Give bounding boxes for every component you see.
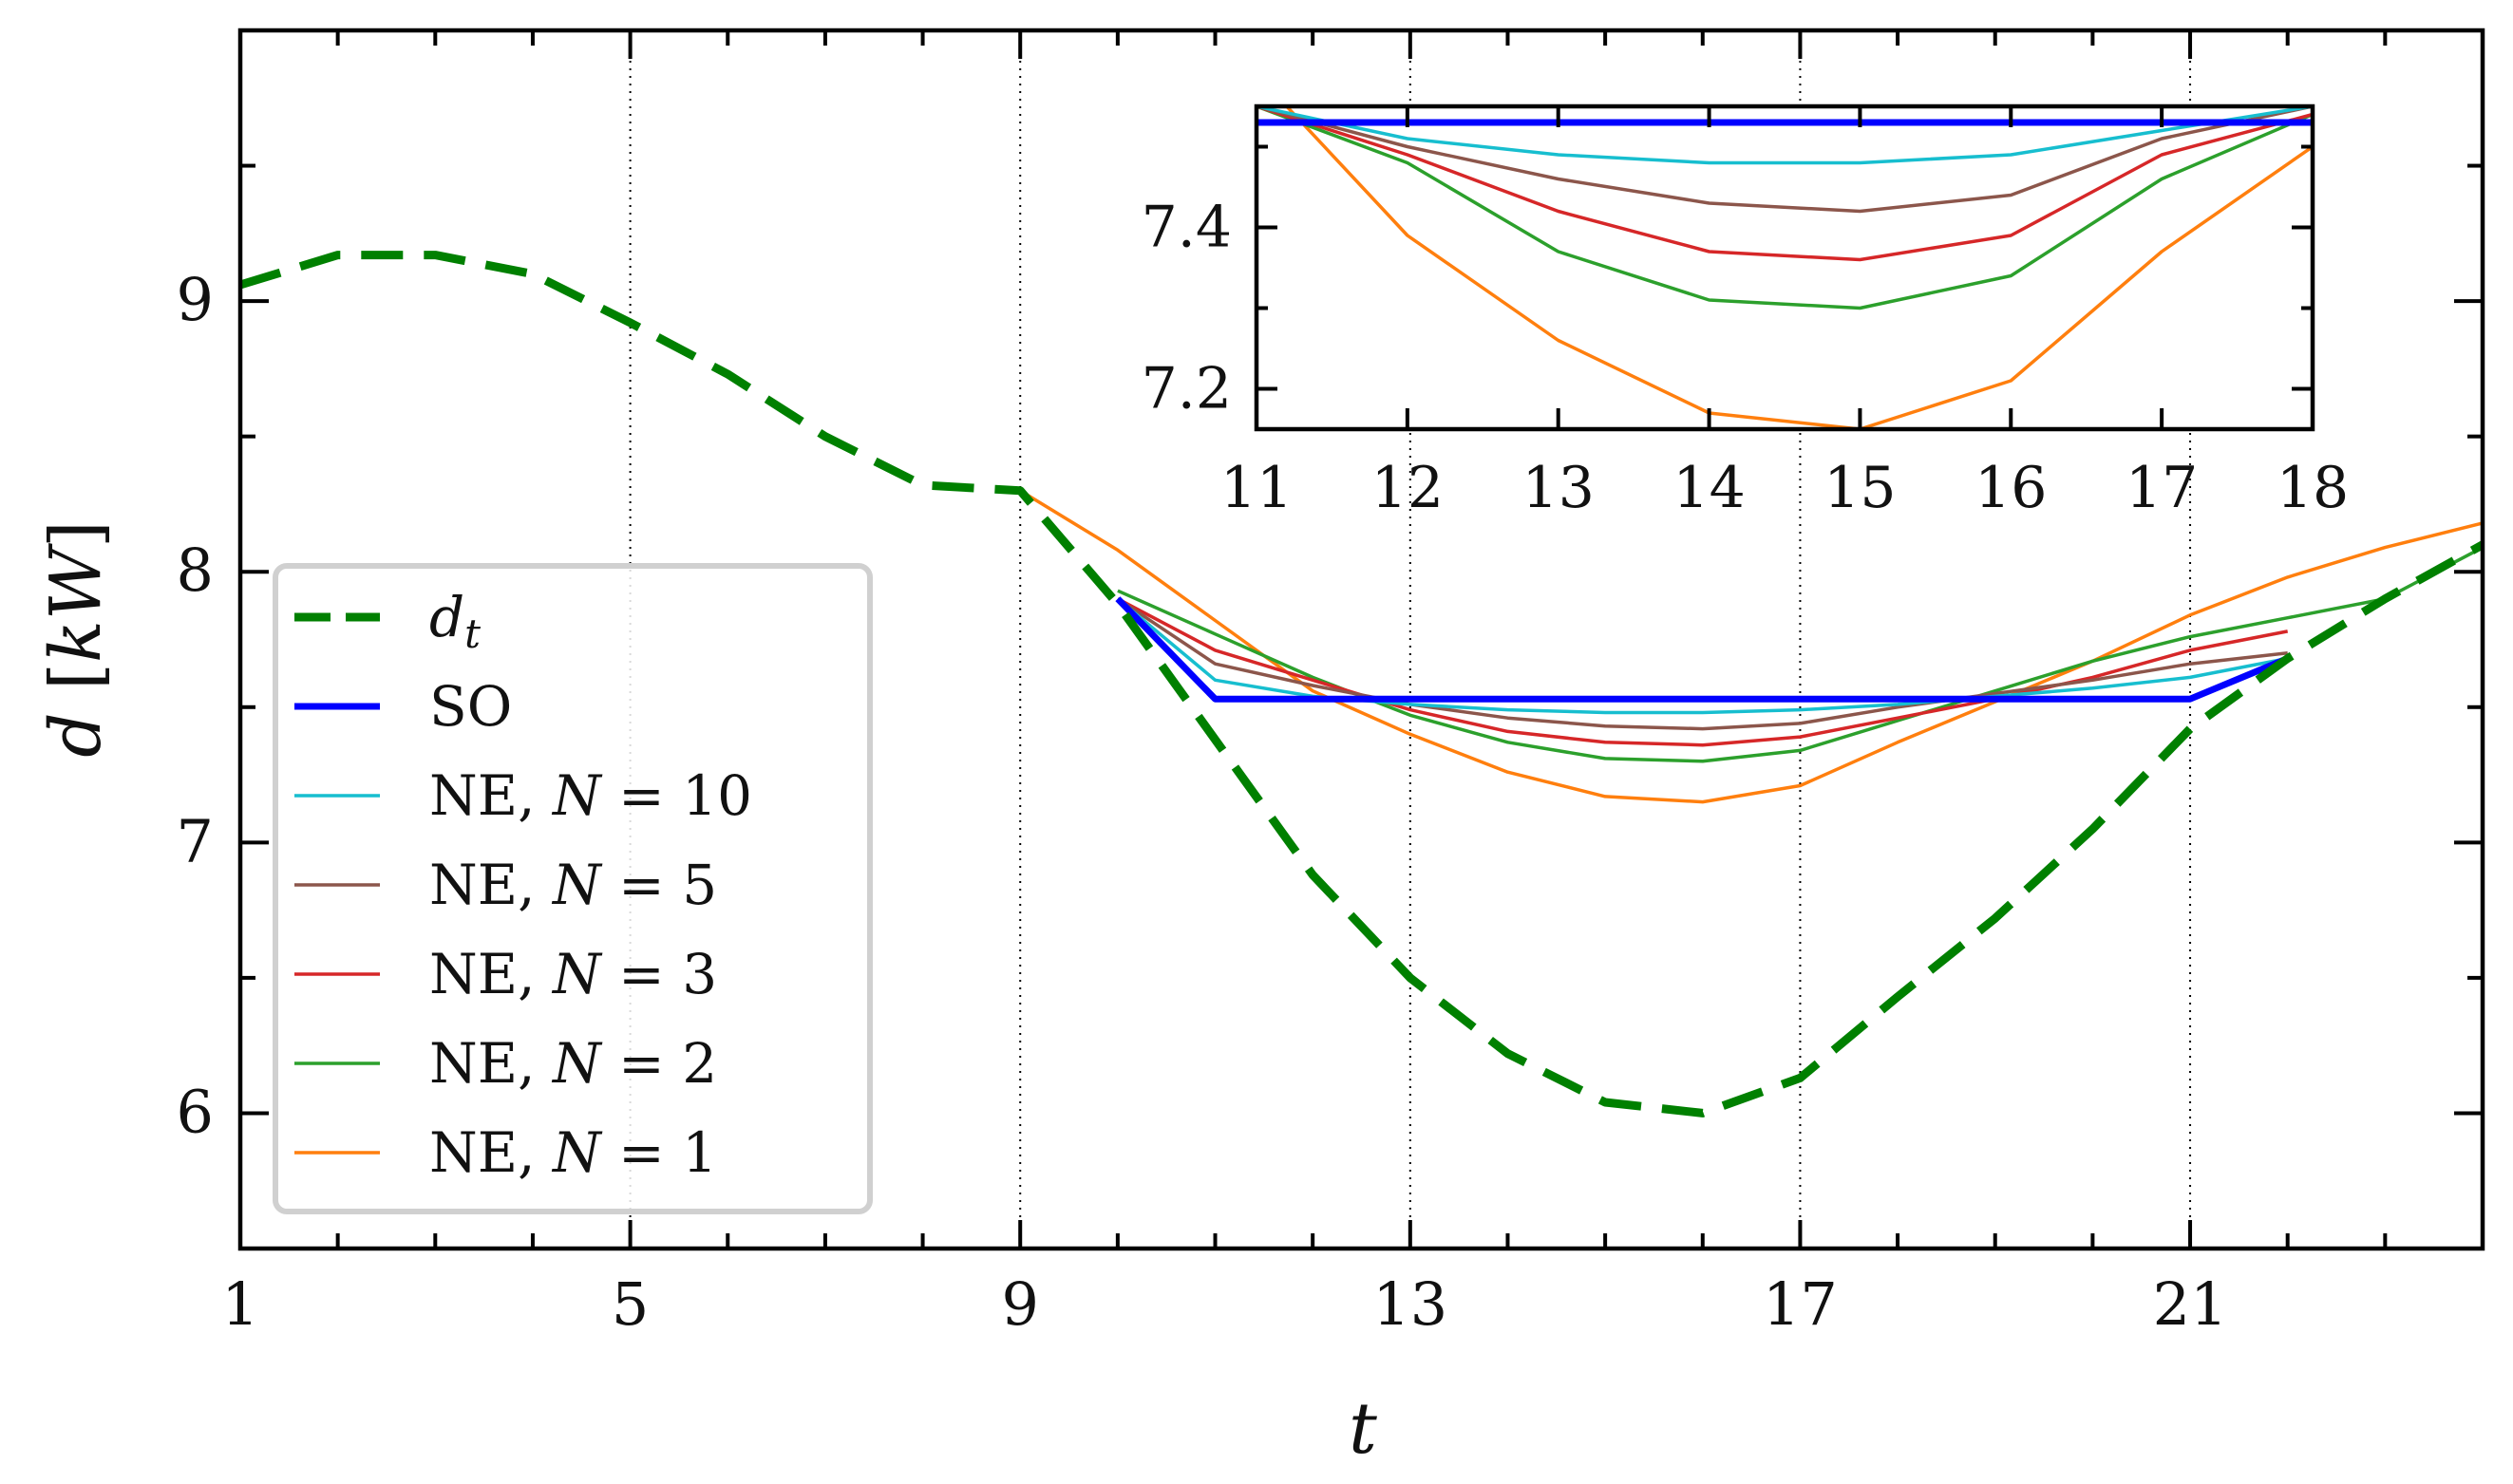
y-tick-label: 9 bbox=[177, 265, 214, 334]
inset-series-line-ne5 bbox=[1256, 106, 2313, 214]
inset-background bbox=[1256, 106, 2313, 429]
svg-text:d [kW]: d [kW] bbox=[35, 520, 117, 758]
series-line-so bbox=[1115, 596, 2290, 703]
y-tick-label: 8 bbox=[177, 535, 214, 605]
x-tick-label: 21 bbox=[2153, 1269, 2228, 1339]
legend-label: dt bbox=[429, 585, 481, 657]
x-axis-title: t bbox=[1349, 1388, 1377, 1470]
legend-entry-ne2: NE, N = 2 bbox=[294, 1031, 717, 1096]
series-line-ne3 bbox=[1117, 597, 2289, 747]
legend-entry-ne3: NE, N = 3 bbox=[294, 942, 717, 1006]
x-tick-label: 9 bbox=[1001, 1269, 1038, 1339]
inset-series-line-ne2 bbox=[1256, 106, 2313, 310]
inset-x-tick-label: 17 bbox=[2126, 455, 2198, 521]
inset-series-line-ne1 bbox=[1285, 106, 2313, 429]
main-axis-ticks bbox=[238, 28, 2485, 1250]
legend-entry-ne5: NE, N = 5 bbox=[294, 853, 717, 917]
inset-series-group bbox=[1256, 106, 2313, 429]
legend-label: NE, N = 3 bbox=[429, 942, 717, 1006]
x-tick-label: 13 bbox=[1372, 1269, 1447, 1339]
legend-label: NE, N = 5 bbox=[429, 853, 717, 917]
y-axis-title: d [kW] bbox=[35, 520, 117, 758]
x-tick-label: 1 bbox=[221, 1269, 258, 1339]
y-axis-symbol: d bbox=[35, 712, 117, 757]
inset-x-tick-label: 13 bbox=[1522, 455, 1595, 521]
legend-entry-ne10: NE, N = 10 bbox=[294, 763, 752, 828]
legend: dt SO NE, N = 10 NE, N = 5 NE, N = 3 NE, N = … bbox=[273, 563, 873, 1214]
inset-y-tick-label: 7.4 bbox=[1142, 195, 1232, 261]
inset-series-line-ne10 bbox=[1256, 106, 2313, 165]
inset-x-tick-label: 11 bbox=[1220, 455, 1293, 521]
inset-x-tick-label: 14 bbox=[1672, 455, 1745, 521]
x-tick-label: 5 bbox=[612, 1269, 649, 1339]
main-series-group bbox=[240, 251, 2483, 1118]
legend-label: NE, N = 10 bbox=[429, 763, 752, 828]
inset-tick-labels: 11 12 13 14 15 16 17 18 7.2 7.4 bbox=[1142, 195, 2350, 522]
inset-series-line-ne3 bbox=[1256, 106, 2313, 262]
legend-entry-ne1: NE, N = 1 bbox=[294, 1120, 717, 1185]
legend-entry-so: SO bbox=[294, 674, 512, 739]
main-plot-frame bbox=[237, 28, 2485, 1251]
legend-label: NE, N = 2 bbox=[429, 1031, 717, 1096]
inset-x-tick-label: 18 bbox=[2277, 455, 2349, 521]
y-axis-unit: kW bbox=[35, 542, 117, 663]
series-line-ne5 bbox=[1116, 597, 2288, 731]
inset-x-tick-label: 12 bbox=[1371, 455, 1444, 521]
series-line-dt bbox=[240, 251, 2483, 1118]
legend-entry-dt: dt bbox=[294, 585, 481, 657]
legend-box bbox=[273, 563, 873, 1214]
y-tick-label: 7 bbox=[177, 806, 214, 875]
inset-y-tick-label: 7.2 bbox=[1142, 356, 1232, 423]
inset-plot-frame bbox=[1254, 103, 2315, 432]
x-tick-label: 17 bbox=[1763, 1269, 1838, 1339]
legend-label: SO bbox=[429, 674, 512, 739]
inset-x-tick-label: 16 bbox=[1974, 455, 2047, 521]
y-tick-label: 6 bbox=[177, 1077, 214, 1146]
inset-x-tick-label: 15 bbox=[1823, 455, 1896, 521]
legend-label: NE, N = 1 bbox=[429, 1120, 717, 1185]
inset-axis-ticks bbox=[1255, 106, 2315, 429]
